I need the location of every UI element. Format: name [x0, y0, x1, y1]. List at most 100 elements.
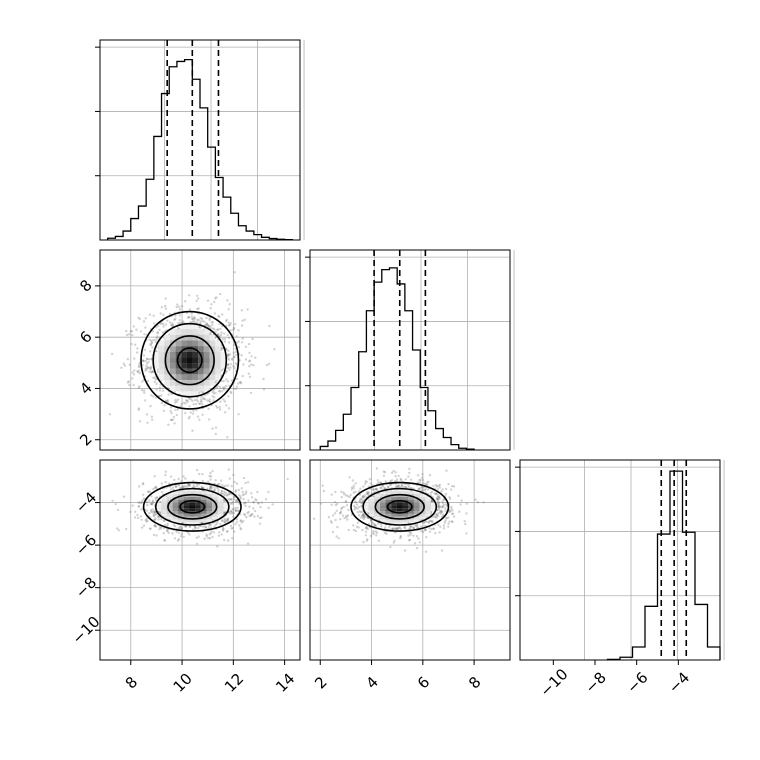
sample-point — [225, 530, 229, 534]
sample-point — [211, 327, 215, 330]
sample-point — [352, 524, 355, 527]
sample-point — [219, 400, 222, 403]
sample-point — [233, 366, 236, 370]
sample-point — [188, 415, 191, 418]
sample-point — [437, 503, 440, 507]
sample-point — [232, 355, 235, 358]
sample-point — [244, 345, 248, 348]
density-cell — [419, 516, 426, 520]
sample-point — [167, 423, 170, 426]
density-cell — [161, 505, 167, 509]
sample-point — [194, 402, 198, 406]
sample-point — [166, 319, 169, 322]
sample-point — [219, 292, 222, 296]
sample-point — [211, 390, 214, 394]
sample-point — [230, 357, 234, 360]
sample-point — [176, 303, 179, 306]
sample-point — [225, 404, 228, 407]
sample-point — [357, 505, 361, 509]
sample-point — [191, 412, 195, 415]
sample-point — [141, 526, 144, 529]
density-cell — [192, 380, 199, 386]
sample-point — [148, 499, 151, 502]
sample-point — [247, 342, 251, 346]
density-cell — [175, 368, 182, 375]
sample-point — [415, 546, 419, 550]
sample-point — [182, 475, 185, 478]
sample-point — [196, 415, 200, 418]
sample-point — [421, 489, 425, 492]
sample-point — [215, 386, 218, 389]
sample-point — [230, 511, 234, 514]
histogram-bin — [146, 179, 154, 240]
sample-point — [181, 320, 184, 323]
sample-point — [197, 527, 200, 530]
sample-point — [222, 380, 225, 383]
density-cell — [374, 516, 380, 520]
sample-point — [397, 474, 400, 478]
sample-point — [187, 483, 190, 486]
sample-point — [143, 333, 146, 336]
axes-frame — [99, 39, 301, 241]
sample-point — [144, 369, 147, 372]
density-cell — [206, 502, 213, 506]
sample-point — [234, 500, 238, 503]
density-cell — [391, 502, 397, 506]
sample-point — [153, 524, 156, 528]
sample-point — [142, 354, 146, 357]
density-cell — [178, 519, 184, 523]
sample-point — [345, 504, 349, 507]
sample-point — [198, 402, 201, 405]
sample-point — [142, 497, 145, 500]
sample-point — [156, 496, 159, 500]
sample-point — [262, 377, 265, 381]
sample-point — [248, 505, 251, 508]
sample-point — [212, 392, 215, 395]
sample-point — [432, 484, 435, 488]
sample-point — [233, 356, 236, 359]
sample-point — [150, 358, 153, 361]
sample-point — [209, 485, 213, 488]
sample-point — [150, 503, 154, 506]
sample-point — [404, 478, 407, 481]
sample-point — [228, 492, 232, 496]
sample-point — [150, 339, 153, 342]
sample-point — [236, 506, 239, 510]
sample-point — [237, 509, 240, 513]
sample-point — [173, 422, 176, 425]
sample-point — [174, 399, 177, 402]
sample-point — [399, 477, 402, 481]
density-cell — [203, 385, 210, 392]
sample-point — [424, 550, 428, 553]
density-cell — [186, 374, 193, 380]
sample-point — [428, 527, 431, 530]
sample-point — [162, 409, 165, 412]
sample-point — [465, 512, 468, 515]
sample-point — [171, 418, 175, 421]
sample-point — [442, 524, 446, 527]
sample-point — [248, 351, 251, 355]
density-cell — [408, 491, 414, 495]
sample-point — [253, 509, 257, 513]
sample-point — [246, 481, 250, 484]
histogram-bin — [351, 388, 359, 451]
density-cell — [175, 357, 182, 364]
sample-point — [182, 401, 186, 404]
sample-point — [364, 534, 368, 537]
sample-point — [250, 513, 253, 516]
sample-point — [144, 367, 147, 370]
sample-point — [181, 485, 184, 488]
histogram-bin — [374, 282, 382, 450]
sample-point — [164, 323, 168, 326]
sample-point — [227, 395, 230, 398]
sample-point — [362, 517, 366, 521]
sample-point — [226, 363, 230, 366]
sample-point — [216, 406, 219, 409]
density-cell — [186, 385, 193, 392]
sample-point — [218, 315, 221, 318]
sample-point — [151, 500, 154, 504]
density-cell — [170, 380, 176, 386]
sample-point — [210, 303, 213, 306]
sample-point — [243, 318, 246, 321]
density-cell — [186, 363, 193, 369]
